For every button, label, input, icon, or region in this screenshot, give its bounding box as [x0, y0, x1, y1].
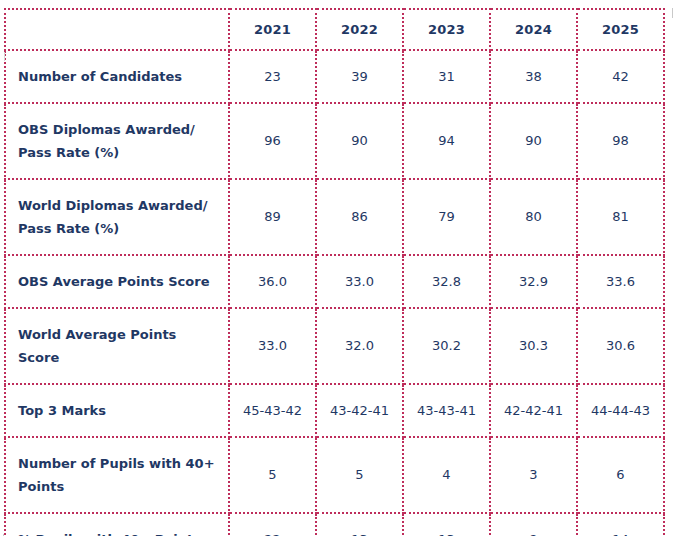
value-cell: 89 — [229, 179, 316, 255]
value-cell: 79 — [403, 179, 490, 255]
year-header: 2022 — [316, 9, 403, 50]
gridline-artifact — [4, 52, 5, 61]
row-label: World Average Points Score — [5, 308, 229, 384]
row-label: World Diplomas Awarded/ Pass Rate (%) — [5, 179, 229, 255]
value-cell: 13 — [403, 513, 490, 536]
value-cell: 14 — [577, 513, 664, 536]
value-cell: 39 — [316, 50, 403, 103]
value-cell: 90 — [490, 103, 577, 179]
value-cell: 43-42-41 — [316, 384, 403, 437]
value-cell: 36.0 — [229, 255, 316, 308]
value-cell: 5 — [229, 437, 316, 513]
table-row: Number of Pupils with 40+ Points55436 — [5, 437, 664, 513]
value-cell: 42-42-41 — [490, 384, 577, 437]
value-cell: 8 — [490, 513, 577, 536]
document-page: 2021 2022 2023 2024 2025 Number of Candi… — [0, 8, 676, 536]
value-cell: 33.6 — [577, 255, 664, 308]
row-label: OBS Average Points Score — [5, 255, 229, 308]
value-cell: 23 — [229, 50, 316, 103]
value-cell: 45-43-42 — [229, 384, 316, 437]
year-header: 2025 — [577, 9, 664, 50]
year-header: 2021 — [229, 9, 316, 50]
table-row: % Pupils with 40+ Points221313814 — [5, 513, 664, 536]
value-cell: 33.0 — [229, 308, 316, 384]
results-table: 2021 2022 2023 2024 2025 Number of Candi… — [4, 8, 665, 536]
row-label: OBS Diplomas Awarded/ Pass Rate (%) — [5, 103, 229, 179]
value-cell: 86 — [316, 179, 403, 255]
value-cell: 38 — [490, 50, 577, 103]
table-row: Top 3 Marks45-43-4243-42-4143-43-4142-42… — [5, 384, 664, 437]
table-row: World Diplomas Awarded/ Pass Rate (%)898… — [5, 179, 664, 255]
corner-cell — [5, 9, 229, 50]
year-header: 2024 — [490, 9, 577, 50]
value-cell: 30.6 — [577, 308, 664, 384]
header-row: 2021 2022 2023 2024 2025 — [5, 9, 664, 50]
value-cell: 31 — [403, 50, 490, 103]
value-cell: 43-43-41 — [403, 384, 490, 437]
table-row: OBS Average Points Score36.033.032.832.9… — [5, 255, 664, 308]
value-cell: 32.0 — [316, 308, 403, 384]
value-cell: 3 — [490, 437, 577, 513]
gridline-artifact — [672, 8, 673, 18]
value-cell: 32.9 — [490, 255, 577, 308]
value-cell: 81 — [577, 179, 664, 255]
row-label: % Pupils with 40+ Points — [5, 513, 229, 536]
value-cell: 44-44-43 — [577, 384, 664, 437]
value-cell: 5 — [316, 437, 403, 513]
value-cell: 32.8 — [403, 255, 490, 308]
value-cell: 94 — [403, 103, 490, 179]
value-cell: 6 — [577, 437, 664, 513]
year-header: 2023 — [403, 9, 490, 50]
value-cell: 4 — [403, 437, 490, 513]
table-row: Number of Candidates2339313842 — [5, 50, 664, 103]
value-cell: 80 — [490, 179, 577, 255]
row-label: Number of Pupils with 40+ Points — [5, 437, 229, 513]
value-cell: 96 — [229, 103, 316, 179]
value-cell: 98 — [577, 103, 664, 179]
value-cell: 22 — [229, 513, 316, 536]
table-row: OBS Diplomas Awarded/ Pass Rate (%)96909… — [5, 103, 664, 179]
value-cell: 33.0 — [316, 255, 403, 308]
row-label: Number of Candidates — [5, 50, 229, 103]
table-row: World Average Points Score33.032.030.230… — [5, 308, 664, 384]
value-cell: 13 — [316, 513, 403, 536]
value-cell: 42 — [577, 50, 664, 103]
value-cell: 30.3 — [490, 308, 577, 384]
value-cell: 90 — [316, 103, 403, 179]
value-cell: 30.2 — [403, 308, 490, 384]
row-label: Top 3 Marks — [5, 384, 229, 437]
